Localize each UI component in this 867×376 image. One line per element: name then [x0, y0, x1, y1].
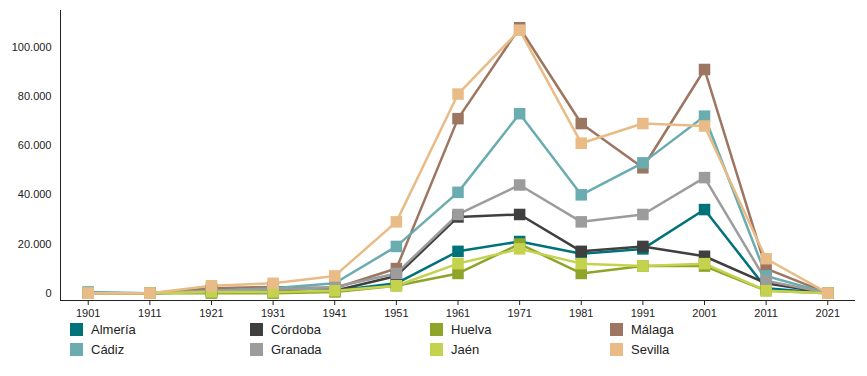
html-text:Sevilla: Sevilla: [631, 342, 670, 357]
html-text:Cádiz: Cádiz: [91, 342, 125, 357]
svg-text:1941: 1941: [323, 307, 347, 319]
svg-text:1931: 1931: [261, 307, 285, 319]
svg-text:2011: 2011: [754, 307, 778, 319]
svg-text:1921: 1921: [199, 307, 223, 319]
svg-text:80.000: 80.000: [18, 90, 52, 102]
svg-text:0: 0: [45, 287, 51, 299]
html-text:Jaén: Jaén: [451, 342, 480, 357]
svg-text:60.000: 60.000: [18, 139, 52, 151]
svg-text:1951: 1951: [384, 307, 408, 319]
svg-text:1901: 1901: [76, 307, 100, 319]
html-text:Córdoba: Córdoba: [271, 322, 321, 337]
svg-text:1991: 1991: [631, 307, 655, 319]
svg-text:2021: 2021: [816, 307, 840, 319]
html-text:Almería: Almería: [91, 322, 136, 337]
svg-text:100.000: 100.000: [12, 41, 52, 53]
svg-text:20.000: 20.000: [18, 237, 52, 249]
svg-text:1911: 1911: [138, 307, 162, 319]
html-text:Málaga: Málaga: [631, 322, 674, 337]
svg-text:40.000: 40.000: [18, 188, 52, 200]
svg-text:1981: 1981: [569, 307, 593, 319]
svg-text:1971: 1971: [507, 307, 531, 319]
html-text:Huelva: Huelva: [451, 322, 492, 337]
html-text:Granada: Granada: [271, 342, 322, 357]
svg-text:2001: 2001: [692, 307, 716, 319]
svg-text:1961: 1961: [446, 307, 470, 319]
